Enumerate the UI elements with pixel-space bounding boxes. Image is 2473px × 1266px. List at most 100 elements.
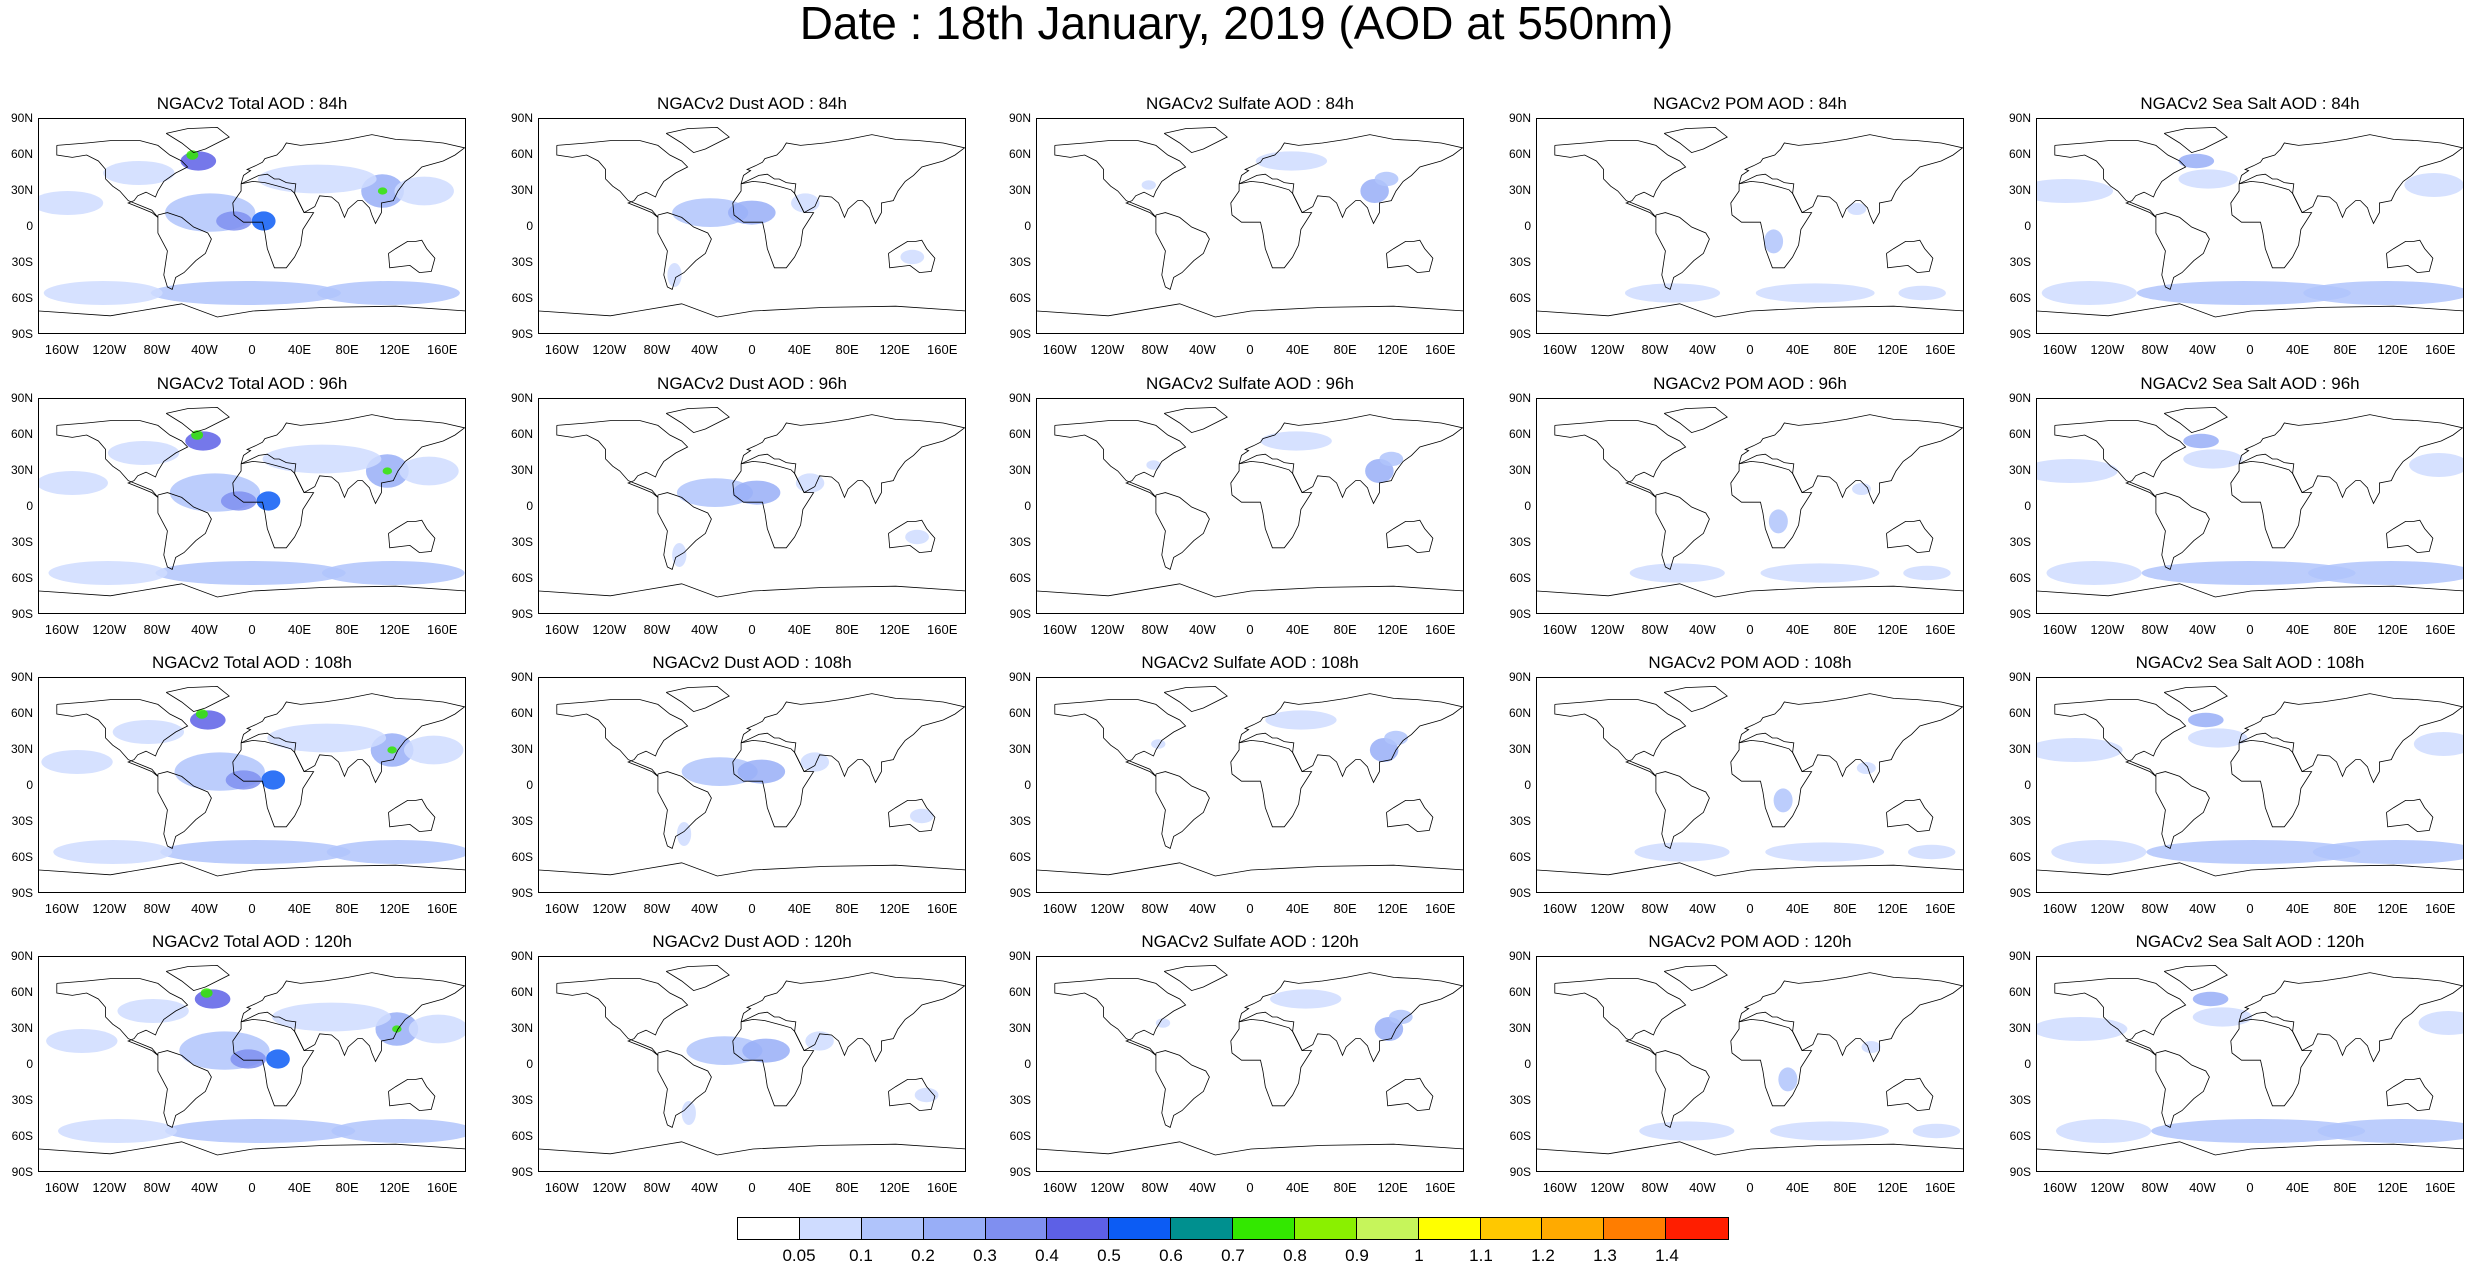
longitude-label: 120E xyxy=(379,342,410,357)
latitude-label: 60S xyxy=(1009,571,1031,585)
latitude-label: 90S xyxy=(1009,886,1031,900)
longitude-label: 80W xyxy=(1641,342,1669,357)
longitude-label: 160E xyxy=(927,622,958,637)
latitude-label: 30S xyxy=(1509,814,1531,828)
colorbar-tick-label: 1.4 xyxy=(1655,1246,1679,1265)
longitude-label: 40W xyxy=(691,901,718,916)
panel-title: NGACv2 POM AOD : 108h xyxy=(1648,653,1852,672)
aerosol-plume xyxy=(155,561,346,585)
coastline xyxy=(1155,212,1210,290)
longitude-label: 120W xyxy=(2090,622,2125,637)
aerosol-plume xyxy=(1852,483,1872,495)
longitude-label: 160W xyxy=(44,622,79,637)
coastline xyxy=(2230,1018,2313,1107)
aerosol-plume xyxy=(2312,840,2463,864)
coastline xyxy=(539,583,965,598)
panel-title: NGACv2 Total AOD : 108h xyxy=(151,653,352,672)
map-canvas xyxy=(39,964,465,1156)
longitude-label: 40E xyxy=(787,342,812,357)
latitude-label: 30S xyxy=(1009,535,1031,549)
longitude-label: 40E xyxy=(2285,342,2310,357)
panel-title: NGACv2 Dust AOD : 120h xyxy=(652,932,852,951)
aerosol-plume xyxy=(399,456,459,486)
colorbar-swatch xyxy=(1604,1218,1667,1239)
longitude-label: 80E xyxy=(1333,901,1357,916)
latitude-label: 30S xyxy=(11,814,33,828)
latitude-label: 60S xyxy=(2009,291,2031,305)
panel-title: NGACv2 Sulfate AOD : 120h xyxy=(1141,932,1359,951)
latitude-label: 90S xyxy=(511,607,533,621)
coastline xyxy=(888,519,936,554)
coastline xyxy=(39,862,465,877)
longitude-label: 160E xyxy=(2425,1180,2456,1195)
longitude-label: 0 xyxy=(2246,342,2254,357)
colorbar-tick-label: 0.05 xyxy=(782,1246,816,1265)
latitude-label: 60S xyxy=(511,571,533,585)
latitude-label: 90S xyxy=(1509,607,1531,621)
longitude-label: 160E xyxy=(427,901,458,916)
colorbar-tick-label: 0.8 xyxy=(1283,1246,1307,1265)
longitude-label: 120E xyxy=(1377,342,1408,357)
latitude-label: 0 xyxy=(1024,219,1031,233)
coastline xyxy=(232,1018,315,1107)
coastline xyxy=(232,739,315,828)
aerosol-plume xyxy=(262,444,382,474)
longitude-label: 40E xyxy=(1785,1180,1810,1195)
panel-title: NGACv2 Dust AOD : 108h xyxy=(652,653,852,672)
latitude-label: 30N xyxy=(510,183,533,197)
aod-map-dust xyxy=(538,956,966,1172)
longitude-label: 0 xyxy=(1246,1180,1254,1195)
longitude-label: 40E xyxy=(287,901,312,916)
longitude-label: 160W xyxy=(44,1180,79,1195)
panel-title: NGACv2 Sea Salt AOD : 84h xyxy=(2140,94,2360,113)
longitude-label: 40E xyxy=(287,342,312,357)
colorbar-swatch xyxy=(1047,1218,1110,1239)
coastline xyxy=(1230,1018,1313,1107)
longitude-label: 80W xyxy=(143,901,171,916)
aerosol-plume xyxy=(272,1002,391,1032)
coastline xyxy=(1738,693,1963,784)
coastline xyxy=(1655,492,1710,570)
map-canvas xyxy=(2037,406,2463,598)
longitude-label: 80W xyxy=(1141,901,1169,916)
aerosol-plume xyxy=(795,473,825,493)
aod-map-dust xyxy=(538,677,966,893)
latitude-label: 0 xyxy=(26,219,33,233)
coastline xyxy=(665,126,730,154)
longitude-label: 120E xyxy=(2377,1180,2408,1195)
aerosol-plume xyxy=(737,759,786,784)
coastline xyxy=(1537,303,1963,318)
aerosol-plume xyxy=(1768,509,1788,534)
coastline xyxy=(240,693,465,784)
aerosol-plume xyxy=(1151,739,1166,749)
longitude-label: 80E xyxy=(1333,342,1357,357)
latitude-label: 60N xyxy=(1508,706,1531,720)
aerosol-plume xyxy=(230,1049,267,1069)
latitude-label: 30S xyxy=(11,255,33,269)
coastline xyxy=(39,1141,465,1156)
latitude-label: 60N xyxy=(1508,985,1531,999)
longitude-label: 40W xyxy=(1689,622,1716,637)
latitude-label: 90N xyxy=(1508,949,1531,963)
map-canvas xyxy=(539,685,965,877)
latitude-label: 60N xyxy=(10,427,33,441)
coastline xyxy=(740,693,965,784)
aerosol-plume xyxy=(2192,1007,2253,1027)
longitude-label: 80W xyxy=(643,342,671,357)
coastline xyxy=(388,1077,436,1112)
latitude-label: 90S xyxy=(2009,607,2031,621)
longitude-label: 120W xyxy=(92,1180,127,1195)
longitude-label: 40W xyxy=(191,1180,218,1195)
coastline xyxy=(1238,414,1463,505)
aerosol-plume xyxy=(150,281,341,305)
aerosol-plume xyxy=(387,746,397,754)
aerosol-plume xyxy=(112,720,185,744)
longitude-label: 160W xyxy=(1542,1180,1577,1195)
coastline xyxy=(1554,140,1687,218)
coastline xyxy=(657,492,712,570)
aerosol-plume xyxy=(676,478,753,507)
aerosol-plume xyxy=(267,723,387,753)
colorbar-tick-label: 0.3 xyxy=(973,1246,997,1265)
aerosol-plume xyxy=(2317,1119,2463,1143)
map-canvas xyxy=(1537,126,1963,318)
